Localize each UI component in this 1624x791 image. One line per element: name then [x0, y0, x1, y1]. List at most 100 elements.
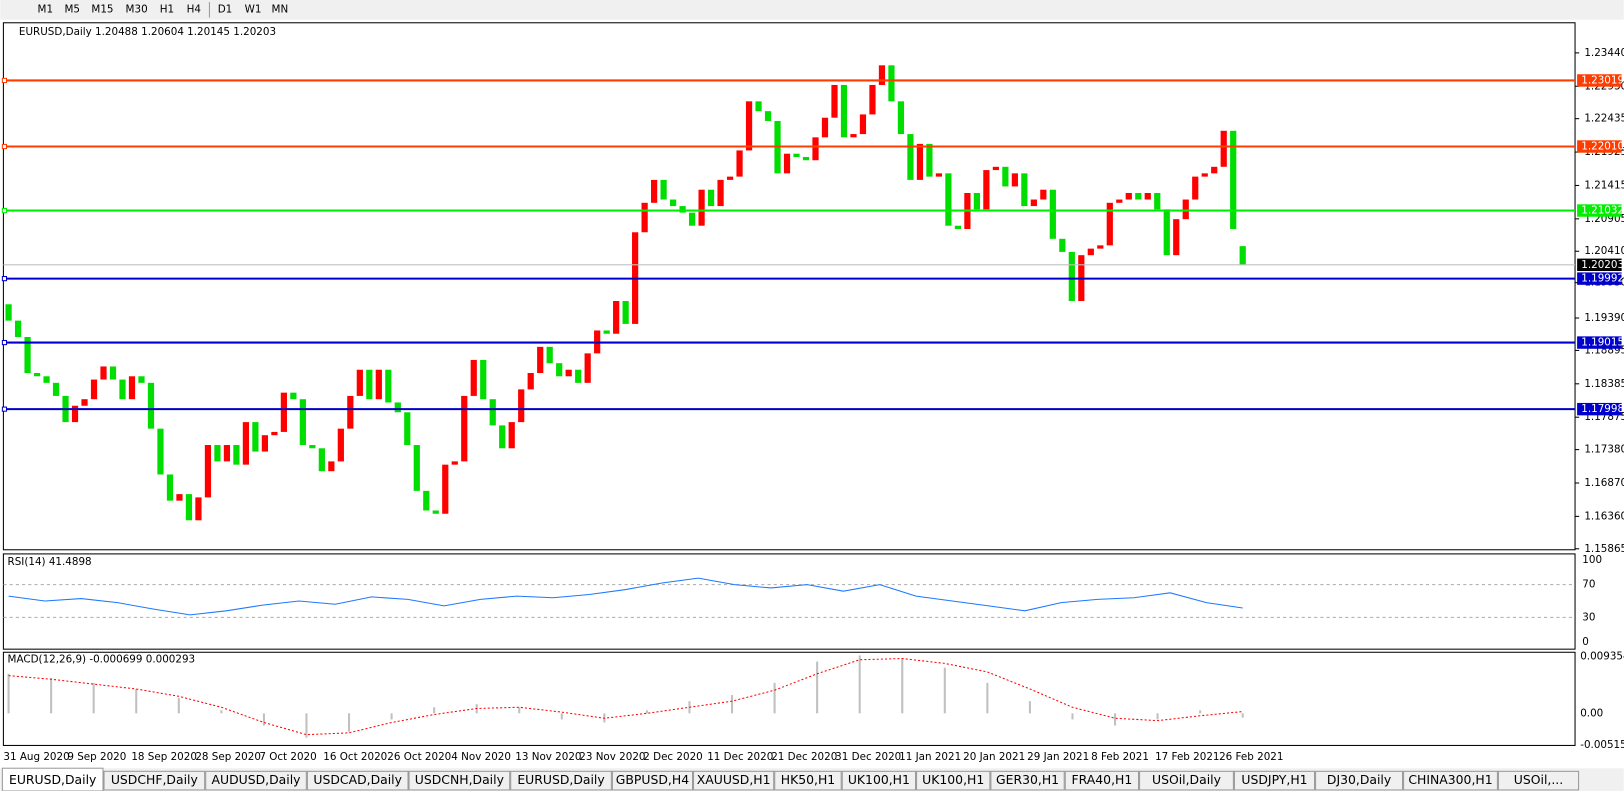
tab-label[interactable]: UK100,H1: [848, 772, 910, 787]
tab[interactable]: [1315, 770, 1404, 791]
tab[interactable]: [1064, 770, 1140, 791]
candle: [831, 84, 838, 118]
candle: [1201, 173, 1208, 177]
x-tick-label: 26 Feb 2021: [1219, 751, 1283, 763]
tab[interactable]: [408, 770, 511, 791]
candle: [1163, 209, 1170, 256]
candle: [508, 422, 515, 449]
tab[interactable]: [306, 770, 409, 791]
candle: [90, 379, 98, 400]
tab-label[interactable]: XAUUSD,H1: [697, 772, 771, 787]
candle: [935, 173, 943, 177]
timeframe-button[interactable]: H1: [160, 3, 174, 15]
candle: [1040, 189, 1047, 200]
x-tick-label: 23 Nov 2020: [579, 751, 645, 763]
candle: [983, 170, 990, 210]
tab-label[interactable]: USDCAD,Daily: [313, 772, 402, 787]
candle: [1030, 199, 1037, 207]
tab-label[interactable]: DJ30,Daily: [1327, 772, 1391, 787]
candle: [299, 399, 306, 446]
candle: [518, 389, 525, 423]
candle: [470, 359, 477, 396]
macd-bar: [50, 678, 53, 714]
candle: [603, 330, 610, 334]
candle: [185, 494, 193, 521]
tab-label[interactable]: CHINA300,H1: [1408, 772, 1492, 787]
candle: [223, 445, 231, 462]
timeframe-button[interactable]: W1: [245, 3, 262, 15]
candle: [328, 461, 335, 472]
level-label-box: [1577, 140, 1622, 153]
macd-bar: [390, 713, 393, 720]
y-tick-label: 1.17380: [1584, 444, 1624, 456]
tab[interactable]: [841, 770, 917, 791]
tab-label[interactable]: AUDUSD,Daily: [212, 772, 301, 787]
candle: [736, 150, 743, 177]
candle: [100, 366, 107, 380]
timeframe-button[interactable]: D1: [218, 3, 233, 15]
candle: [869, 84, 876, 115]
macd-bar: [135, 688, 138, 714]
candle: [669, 199, 677, 207]
tab[interactable]: [1233, 770, 1316, 791]
tab[interactable]: [510, 770, 612, 791]
tab-label[interactable]: UK100,H1: [922, 772, 984, 787]
timeframe-button[interactable]: M15: [91, 3, 113, 15]
tab-label[interactable]: FRA40,H1: [1072, 772, 1133, 787]
timeframe-button[interactable]: MN: [272, 3, 289, 15]
tab-label[interactable]: USOil,Daily: [1152, 772, 1221, 787]
level-label-box: [1577, 402, 1622, 416]
candle: [109, 366, 117, 380]
candle: [698, 189, 705, 226]
candle: [584, 353, 591, 383]
macd-bar: [433, 707, 436, 714]
timeframe-button[interactable]: H4: [187, 3, 201, 15]
tab[interactable]: [103, 770, 206, 791]
tab-label[interactable]: USOil,...: [1514, 772, 1563, 787]
tab[interactable]: [1139, 770, 1234, 791]
timeframe-button[interactable]: M1: [38, 3, 54, 15]
tab-label[interactable]: USDCHF,Daily: [111, 772, 198, 787]
candle: [1068, 251, 1075, 302]
toolbar: [0, 0, 1624, 20]
tab[interactable]: [611, 770, 694, 791]
tab-label[interactable]: EURUSD,Daily: [517, 772, 604, 787]
tab[interactable]: [990, 770, 1065, 791]
y-tick-label: 1.20410: [1584, 245, 1624, 257]
tab[interactable]: [774, 770, 842, 791]
x-tick-label: 31 Dec 2020: [835, 751, 901, 763]
tab-label[interactable]: USDCNH,Daily: [415, 772, 504, 787]
tab-label[interactable]: GER30,H1: [996, 772, 1059, 787]
tab-label[interactable]: EURUSD,Daily: [9, 772, 96, 787]
timeframe-button[interactable]: M5: [64, 3, 80, 15]
candle: [1097, 245, 1104, 249]
tab-label[interactable]: GBPUSD,H4: [616, 772, 689, 787]
level-handle: [1, 207, 8, 214]
candle: [1173, 219, 1180, 256]
candle: [1087, 248, 1094, 256]
tab-label[interactable]: USDJPY,H1: [1241, 772, 1307, 787]
tab[interactable]: [916, 770, 991, 791]
macd-bar: [7, 673, 10, 714]
tab[interactable]: [1, 767, 104, 791]
tab-label[interactable]: HK50,H1: [781, 772, 835, 787]
candle: [1154, 192, 1161, 210]
candle: [157, 428, 164, 475]
level-handle: [1, 143, 8, 150]
candle: [1182, 199, 1189, 220]
x-tick-label: 16 Oct 2020: [323, 751, 387, 763]
candle: [176, 494, 183, 501]
tab[interactable]: [1497, 770, 1580, 791]
timeframe-button[interactable]: M30: [126, 3, 148, 15]
y-tick-label: 30: [1582, 611, 1595, 623]
candle: [1049, 189, 1056, 239]
tab[interactable]: [693, 770, 775, 791]
candle: [1021, 173, 1028, 207]
tab[interactable]: [1403, 770, 1498, 791]
candle: [812, 137, 819, 161]
level-label: 1.22010: [1581, 141, 1624, 153]
level-label-box: [1577, 74, 1622, 87]
tab[interactable]: [205, 770, 307, 791]
